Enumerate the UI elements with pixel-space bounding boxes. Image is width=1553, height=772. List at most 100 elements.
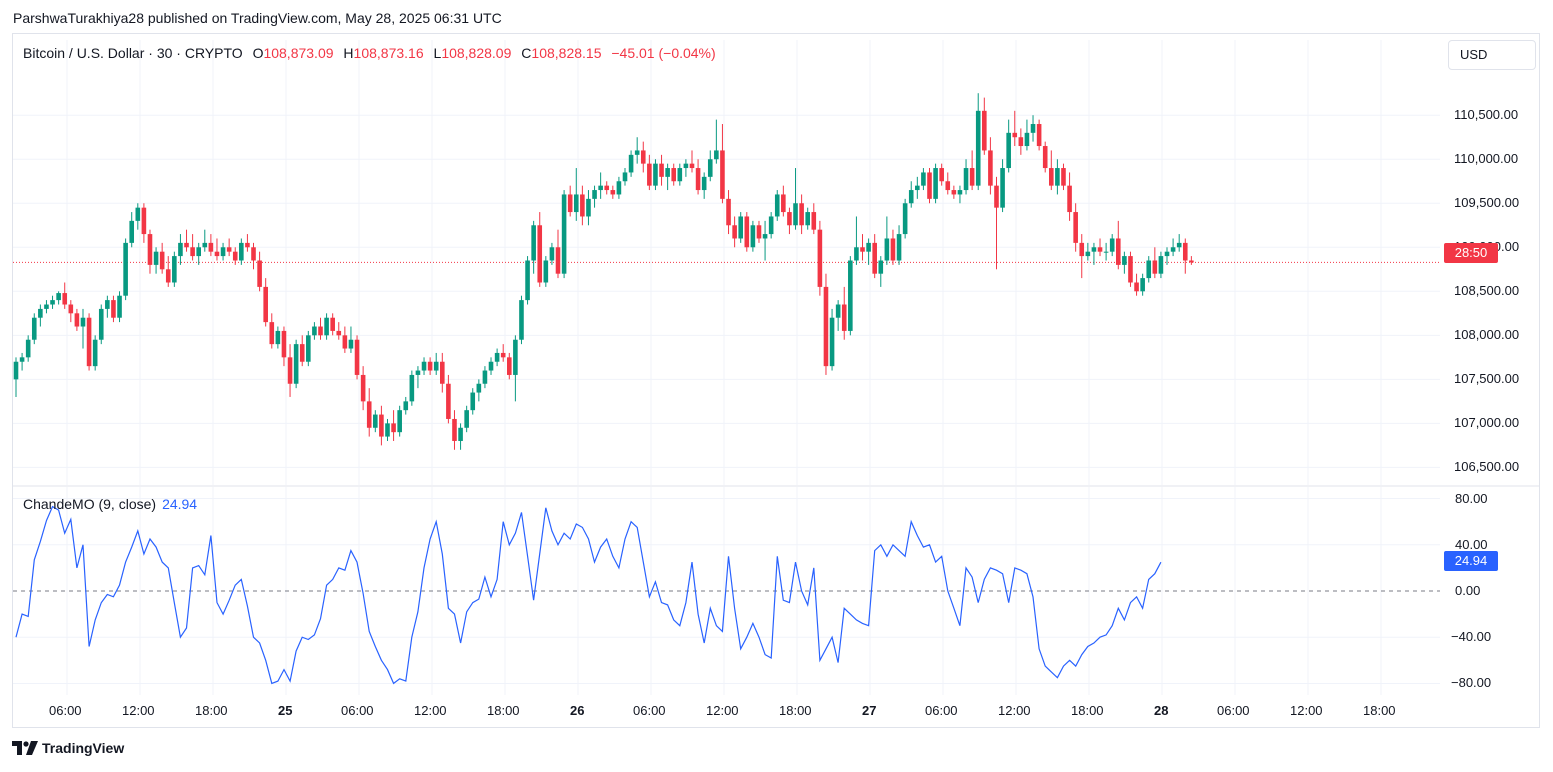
candle	[671, 168, 677, 182]
candle	[373, 414, 378, 428]
candle	[787, 212, 792, 226]
indicator-name: ChandeMO (9, close)	[23, 496, 157, 512]
candle	[141, 207, 147, 235]
candle	[896, 234, 902, 261]
candle	[50, 300, 55, 305]
candle	[640, 150, 646, 164]
candle	[1122, 256, 1127, 265]
candle	[232, 251, 238, 261]
candle	[476, 383, 482, 393]
candle	[226, 247, 232, 252]
indicator-axis-label: −80.00	[1451, 675, 1492, 691]
candle	[561, 194, 567, 274]
candle	[969, 168, 975, 186]
cmo-line	[15, 505, 1162, 685]
candle	[287, 357, 293, 384]
time-axis-label: 18:00	[195, 703, 228, 718]
time-axis-label: 18:00	[779, 703, 812, 718]
candle	[1097, 247, 1103, 252]
candle	[720, 150, 725, 199]
candle	[622, 172, 628, 182]
tradingview-logo-icon	[12, 741, 38, 755]
candle	[360, 374, 366, 402]
price-axis-label: 106,500.00	[1454, 459, 1520, 475]
candle	[1061, 168, 1066, 186]
candle	[878, 260, 884, 274]
candle	[714, 150, 719, 160]
candle	[105, 300, 110, 309]
candle	[823, 286, 829, 367]
candle	[86, 317, 92, 367]
candle	[1170, 247, 1176, 252]
candle	[677, 168, 683, 182]
candle	[123, 242, 128, 296]
candle	[902, 203, 908, 235]
candle	[799, 203, 804, 226]
candle	[543, 260, 549, 283]
candle	[245, 242, 250, 248]
candle	[403, 401, 409, 411]
candle	[756, 225, 762, 239]
candle	[178, 242, 183, 257]
candle	[963, 168, 969, 191]
candle	[762, 234, 768, 239]
candle	[1067, 185, 1072, 213]
candle	[214, 251, 220, 257]
candle	[153, 251, 159, 265]
symbol-name[interactable]: Bitcoin / U.S. Dollar · 30 · CRYPTO	[23, 45, 243, 61]
candle	[1134, 282, 1139, 292]
candle	[312, 326, 317, 336]
candle	[841, 304, 847, 331]
candle	[1006, 132, 1011, 169]
candle	[336, 330, 342, 336]
candle	[519, 300, 524, 340]
price-axis-label: 110,000.00	[1454, 151, 1519, 167]
candle	[482, 370, 488, 384]
candle	[147, 234, 153, 265]
indicator-axis-label: 0.00	[1455, 583, 1481, 598]
candle	[939, 168, 944, 182]
candle	[744, 216, 750, 248]
price-axis-label: 108,000.00	[1454, 327, 1520, 343]
currency-button[interactable]: USD	[1448, 40, 1536, 70]
tradingview-logo[interactable]: TradingView	[12, 740, 124, 756]
candle	[768, 216, 774, 235]
candle	[202, 242, 208, 248]
candle	[506, 357, 512, 375]
candle	[860, 247, 865, 252]
candle	[415, 370, 421, 375]
candle	[409, 374, 415, 402]
candle	[665, 168, 670, 177]
candle	[488, 361, 494, 371]
candle	[458, 427, 463, 441]
candle	[494, 352, 500, 362]
candle	[500, 352, 506, 358]
candle	[1176, 242, 1182, 248]
candle	[726, 198, 731, 226]
candle	[616, 181, 622, 195]
candle	[80, 317, 86, 327]
candle	[525, 260, 530, 301]
candle	[1079, 242, 1085, 257]
candle	[257, 260, 262, 287]
candle	[598, 185, 603, 191]
indicator-legend[interactable]: ChandeMO (9, close) 24.94	[23, 496, 197, 512]
candle	[701, 176, 707, 191]
low-label: L	[433, 45, 442, 61]
candle	[427, 361, 433, 371]
candle	[68, 304, 74, 314]
candle	[811, 212, 817, 230]
indicator-axis-label: 80.00	[1455, 490, 1488, 506]
candle	[537, 225, 543, 283]
close-value: 108,828.15	[531, 45, 602, 61]
candle	[165, 269, 171, 283]
candle	[634, 150, 640, 155]
candle	[573, 194, 579, 213]
brand-name: TradingView	[42, 740, 125, 756]
candle	[324, 317, 329, 336]
change-value: −45.01 (−0.04%)	[611, 45, 716, 61]
candle	[25, 339, 31, 358]
candle	[884, 238, 890, 261]
time-axis-label: 18:00	[487, 703, 520, 718]
